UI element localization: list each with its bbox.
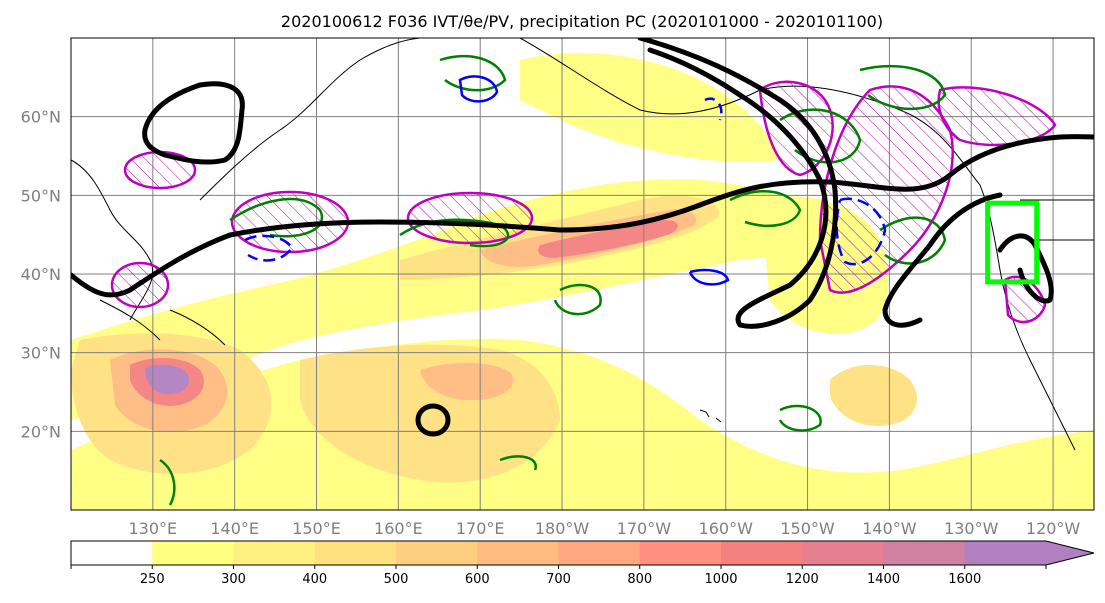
colorbar-segment xyxy=(233,541,316,565)
colorbar-label: 300 xyxy=(221,572,246,587)
map-panel: 20°N 30°N 40°N 50°N 60°N 130°E 140°E 150°E 160°… xyxy=(21,37,1095,538)
pv-contour xyxy=(688,268,730,286)
lon-tick-label: 150°E xyxy=(292,519,341,538)
theta-e-contour xyxy=(729,190,802,228)
coastline-kamchatka xyxy=(199,38,421,201)
lon-tick-label: 150°W xyxy=(780,519,835,538)
colorbar-label: 1600 xyxy=(948,572,981,587)
precip-pc-region xyxy=(406,191,534,245)
ivt-contour-coastal xyxy=(882,192,1003,328)
lon-tick-label: 140°E xyxy=(210,519,259,538)
lon-tick-label: 120°W xyxy=(1026,519,1081,538)
lat-tick-label: 40°N xyxy=(21,265,61,284)
theta-e-contour xyxy=(553,283,602,316)
longitude-tick-labels: 130°E 140°E 150°E 160°E 170°E 180°W 170°W 160°W… xyxy=(129,519,1081,538)
lon-tick-label: 140°W xyxy=(862,519,917,538)
ivt-filled-field xyxy=(71,52,1094,510)
colorbar-extend-arrow xyxy=(1046,541,1094,565)
colorbar-segment xyxy=(883,541,966,565)
state-borders xyxy=(1020,199,1094,241)
lat-tick-label: 60°N xyxy=(21,108,61,127)
lon-tick-label: 180°W xyxy=(535,519,590,538)
ivt-contour-closed xyxy=(142,81,245,165)
ivt-contour-closed xyxy=(415,403,451,437)
theta-e-contour xyxy=(499,455,537,471)
lon-tick-label: 130°W xyxy=(944,519,999,538)
colorbar-outline xyxy=(70,540,1095,566)
coastline-japan xyxy=(99,299,226,346)
colorbar: 250 300 400 500 600 700 800 1000 1200 1400 1600 xyxy=(70,540,1095,587)
colorbar-label: 800 xyxy=(627,572,652,587)
theta-e-contour xyxy=(159,458,176,506)
map-frame xyxy=(70,37,1095,511)
colorbar-segment xyxy=(721,541,803,565)
theta-e-contour xyxy=(229,197,324,238)
lon-tick-label: 170°W xyxy=(617,519,672,538)
lat-tick-label: 30°N xyxy=(21,344,61,363)
pv-contour xyxy=(704,97,723,121)
colorbar-label: 500 xyxy=(384,572,409,587)
colorbar-label: 600 xyxy=(465,572,490,587)
theta-e-contour xyxy=(778,404,822,432)
ivt-contour-main xyxy=(71,134,1094,298)
colorbar-segment xyxy=(152,541,234,565)
lat-tick-label: 50°N xyxy=(21,186,61,205)
colorbar-segment xyxy=(964,541,1047,565)
colorbar-label: 1000 xyxy=(704,572,737,587)
colorbar-label: 700 xyxy=(546,572,571,587)
lat-tick-label: 20°N xyxy=(21,422,61,441)
colorbar-label: 1400 xyxy=(867,572,900,587)
lon-tick-label: 160°W xyxy=(699,519,754,538)
theta-e-contour xyxy=(439,54,507,92)
latitude-tick-labels: 20°N 30°N 40°N 50°N 60°N xyxy=(21,108,61,442)
colorbar-segment xyxy=(396,541,478,565)
lon-tick-label: 130°E xyxy=(129,519,178,538)
colorbar-label: 250 xyxy=(140,572,165,587)
theta-e-contour xyxy=(879,216,947,265)
colorbar-segment xyxy=(477,541,559,565)
colorbar-segment xyxy=(558,541,641,565)
ivt-contour-coastal-loop xyxy=(997,233,1054,304)
colorbar-label: 400 xyxy=(302,572,327,587)
theta-e-contour xyxy=(859,64,947,111)
colorbar-label: 1200 xyxy=(786,572,819,587)
figure-title: 2020100612 F036 IVT/θe/PV, precipitation… xyxy=(281,12,883,31)
colorbar-segment xyxy=(639,541,722,565)
theta-e-contour xyxy=(779,108,862,164)
lon-tick-label: 160°E xyxy=(374,519,423,538)
colorbar-segment xyxy=(314,541,397,565)
lon-tick-label: 170°E xyxy=(456,519,505,538)
pv-contours xyxy=(244,75,887,286)
colorbar-segment xyxy=(802,541,884,565)
colorbar-segment xyxy=(71,541,153,565)
pv-contour xyxy=(835,197,887,266)
ivt-contour-east-loop xyxy=(637,38,839,329)
pv-contour xyxy=(458,75,499,103)
coastline-hawaii xyxy=(699,409,722,423)
target-region-box xyxy=(985,200,1040,285)
ivt-contours xyxy=(71,38,1094,437)
